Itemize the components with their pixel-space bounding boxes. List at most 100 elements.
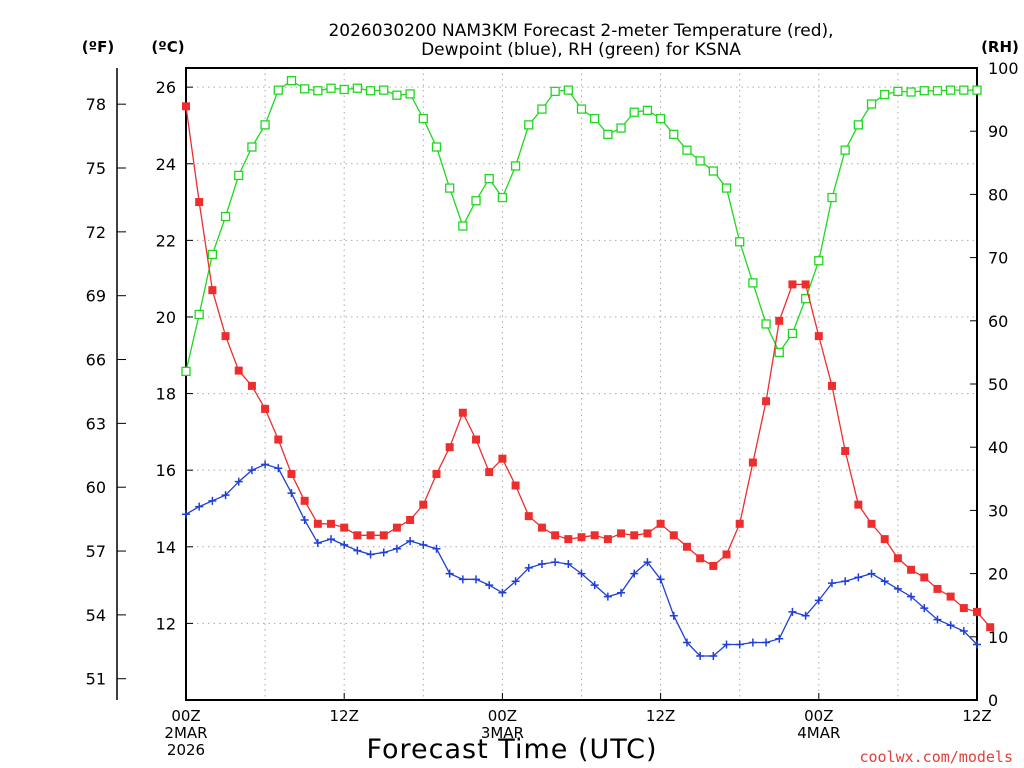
rh-point (247, 142, 257, 152)
temperature-point (327, 519, 336, 528)
rh-point (787, 328, 798, 339)
temperature-point (854, 500, 863, 509)
rh-tick-label: 0 (988, 691, 998, 710)
rh-tick-label: 50 (988, 375, 1008, 394)
x-tick-label: 12Z (330, 707, 359, 725)
celsius-tick-label: 24 (156, 155, 176, 174)
rh-point (893, 86, 903, 97)
dewpoint-point (261, 460, 270, 469)
rh-point (840, 145, 850, 155)
rh-point (590, 113, 600, 124)
celsius-tick-label: 16 (156, 461, 176, 480)
dewpoint-point (788, 607, 797, 616)
rh-point (959, 85, 969, 95)
dewpoint-point (854, 573, 863, 582)
fahrenheit-tick-label: 66 (86, 351, 106, 370)
dewpoint-point (524, 563, 533, 572)
rh-unit-label: (RH) (981, 38, 1019, 56)
rh-point (497, 192, 508, 203)
dewpoint-point (221, 491, 230, 500)
rh-point (853, 120, 863, 130)
dewpoint-point (880, 577, 889, 586)
dewpoint-point (920, 604, 929, 613)
rh-point (313, 86, 323, 96)
rh-point (431, 142, 442, 152)
temperature-point (537, 523, 546, 532)
dewpoint-point (735, 640, 744, 649)
dewpoint-point (182, 510, 190, 519)
dewpoint-point (537, 560, 546, 569)
rh-point (576, 104, 587, 114)
temperature-point (485, 468, 494, 477)
dewpoint-point (472, 575, 481, 584)
rh-point (603, 129, 613, 140)
rh-point (708, 166, 718, 176)
temperature-point (603, 535, 612, 544)
rh-point (827, 192, 837, 203)
credit-link[interactable]: coolwx.com/models (859, 748, 1013, 766)
x-tick-label: 00Z (804, 707, 833, 725)
temperature-point (986, 623, 995, 632)
dewpoint-point (709, 651, 718, 660)
temperature-point (445, 443, 454, 452)
dewpoint-point (814, 596, 823, 605)
rh-tick-label: 30 (988, 501, 1008, 520)
chart-title-line-1: 2026030200 NAM3KM Forecast 2-meter Tempe… (328, 21, 833, 41)
fahrenheit-tick-label: 72 (86, 223, 106, 242)
temperature-point (419, 500, 428, 509)
chart-title-line-2: Dewpoint (blue), RH (green) for KSNA (421, 40, 741, 60)
temperature-point (590, 531, 599, 540)
dewpoint-point (893, 584, 902, 593)
dewpoint-point (406, 537, 415, 546)
x-tick-label: 2026 (167, 741, 205, 759)
rh-point (563, 85, 573, 95)
temperature-point (195, 198, 204, 207)
dewpoint-point (630, 569, 639, 578)
rh-point (471, 196, 481, 206)
temperature-point (234, 366, 243, 375)
dewpoint-point (748, 638, 757, 647)
x-tick-label: 2MAR (164, 724, 207, 742)
fahrenheit-tick-label: 51 (86, 670, 106, 689)
temperature-point (564, 535, 573, 544)
rh-tick-label: 60 (988, 312, 1008, 331)
rh-point (945, 85, 956, 95)
dewpoint-point (353, 546, 362, 555)
temperature-point (709, 561, 718, 570)
rh-tick-label: 90 (988, 122, 1008, 141)
temperature-point (814, 332, 823, 341)
temperature-line (185, 106, 991, 628)
temperature-point (432, 470, 441, 479)
dewpoint-point (841, 577, 850, 586)
temperature-point (353, 531, 362, 540)
dewpoint-point (327, 535, 336, 544)
temperature-point (946, 592, 955, 601)
dewpoint-point (445, 569, 454, 578)
fahrenheit-tick-label: 78 (86, 95, 106, 114)
temperature-point (907, 565, 916, 574)
celsius-unit-label: (ºC) (151, 38, 184, 56)
dewpoint-point (946, 621, 955, 630)
dewpoint-point (617, 588, 626, 597)
rh-point (550, 86, 560, 97)
dewpoint-point (419, 540, 428, 549)
dewpoint-point (722, 640, 731, 649)
dewpoint-point (432, 544, 441, 553)
celsius-tick-label: 14 (156, 538, 176, 557)
temperature-point (722, 550, 731, 559)
dewpoint-point (973, 640, 981, 649)
rh-point (326, 83, 336, 93)
temperature-point (775, 316, 784, 325)
dewpoint-point (551, 558, 560, 567)
rh-point (207, 249, 218, 260)
rh-point (392, 90, 402, 100)
celsius-tick-label: 12 (156, 614, 176, 633)
dewpoint-point (827, 579, 836, 588)
rh-point (629, 107, 639, 117)
dewpoint-point (564, 560, 573, 569)
rh-point (286, 75, 297, 86)
temperature-point (340, 523, 349, 532)
rh-point (234, 170, 244, 181)
dewpoint-point (907, 592, 916, 601)
